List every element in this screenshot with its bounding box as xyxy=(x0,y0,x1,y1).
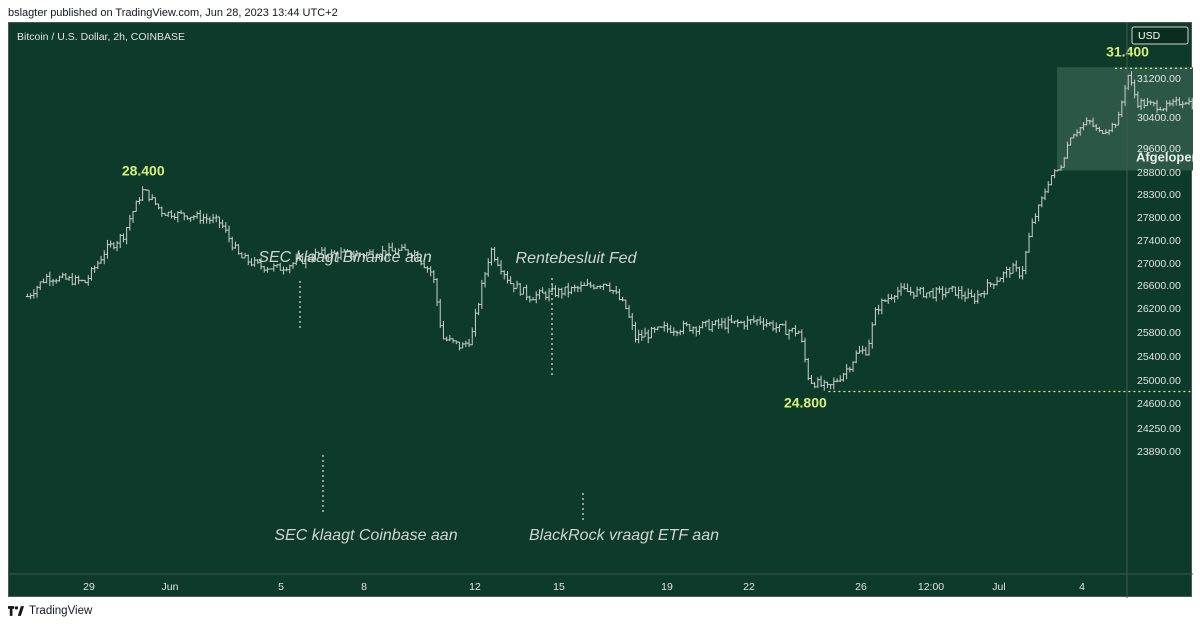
x-tick-label: 15 xyxy=(553,581,565,593)
highlight-box xyxy=(1056,67,1193,171)
y-tick-label: 28300.00 xyxy=(1137,189,1181,201)
y-tick-label: 23890.00 xyxy=(1137,446,1181,458)
footer: TradingView xyxy=(8,603,92,619)
footer-brand: TradingView xyxy=(29,605,93,617)
level-label: 31.400 xyxy=(1106,43,1149,59)
y-tick-label: 25000.00 xyxy=(1137,375,1181,387)
annotation-label: SEC klaagt Coinbase aan xyxy=(274,527,457,544)
y-tick-label: 30400.00 xyxy=(1137,112,1181,124)
y-tick-label: 29600.00 xyxy=(1137,143,1181,155)
x-tick-label: 29 xyxy=(83,581,95,593)
y-tick-label: 26600.00 xyxy=(1137,280,1181,292)
level-label: 28.400 xyxy=(122,163,165,179)
x-tick-label: 19 xyxy=(661,581,673,593)
x-tick-label: 4 xyxy=(1079,581,1085,593)
chart-area[interactable]: Bitcoin / U.S. Dollar, 2h, COINBASE Afgel… xyxy=(8,22,1193,598)
x-tick-label: Jul xyxy=(992,581,1005,593)
x-tick-label: 26 xyxy=(855,581,867,593)
y-tick-label: 28800.00 xyxy=(1137,167,1181,179)
x-tick-label: 12:00 xyxy=(918,581,944,593)
y-tick-label: 27800.00 xyxy=(1137,212,1181,224)
price-chart[interactable]: Bitcoin / U.S. Dollar, 2h, COINBASE Afgel… xyxy=(9,23,1193,598)
annotation-label: Rentebesluit Fed xyxy=(516,250,638,267)
tradingview-logo-icon xyxy=(8,606,24,616)
y-tick-label: 31200.00 xyxy=(1137,73,1181,85)
chart-title: Bitcoin / U.S. Dollar, 2h, COINBASE xyxy=(17,31,185,43)
y-tick-label: 25400.00 xyxy=(1137,351,1181,363)
y-tick-label: 24250.00 xyxy=(1137,423,1181,435)
y-tick-label: 26200.00 xyxy=(1137,303,1181,315)
y-tick-label: 25800.00 xyxy=(1137,327,1181,339)
highlight-label: Afgelopen week xyxy=(1136,150,1193,165)
y-tick-label: 27000.00 xyxy=(1137,258,1181,270)
x-tick-label: 22 xyxy=(743,581,755,593)
x-tick-label: 12 xyxy=(469,581,481,593)
x-tick-label: 5 xyxy=(278,581,284,593)
publish-info: bslagter published on TradingView.com, J… xyxy=(8,7,338,19)
ohlc-bars xyxy=(25,71,1193,391)
currency-label: USD xyxy=(1138,30,1161,42)
y-tick-label: 27400.00 xyxy=(1137,235,1181,247)
level-label: 24.800 xyxy=(784,395,827,411)
currency-badge[interactable]: USD xyxy=(1131,26,1189,45)
y-tick-label: 24600.00 xyxy=(1137,398,1181,410)
annotation-label: SEC klaagt Binance aan xyxy=(258,249,432,266)
x-tick-label: Jun xyxy=(162,581,179,593)
annotation-label: BlackRock vraagt ETF aan xyxy=(529,527,719,544)
x-tick-label: 8 xyxy=(361,581,367,593)
